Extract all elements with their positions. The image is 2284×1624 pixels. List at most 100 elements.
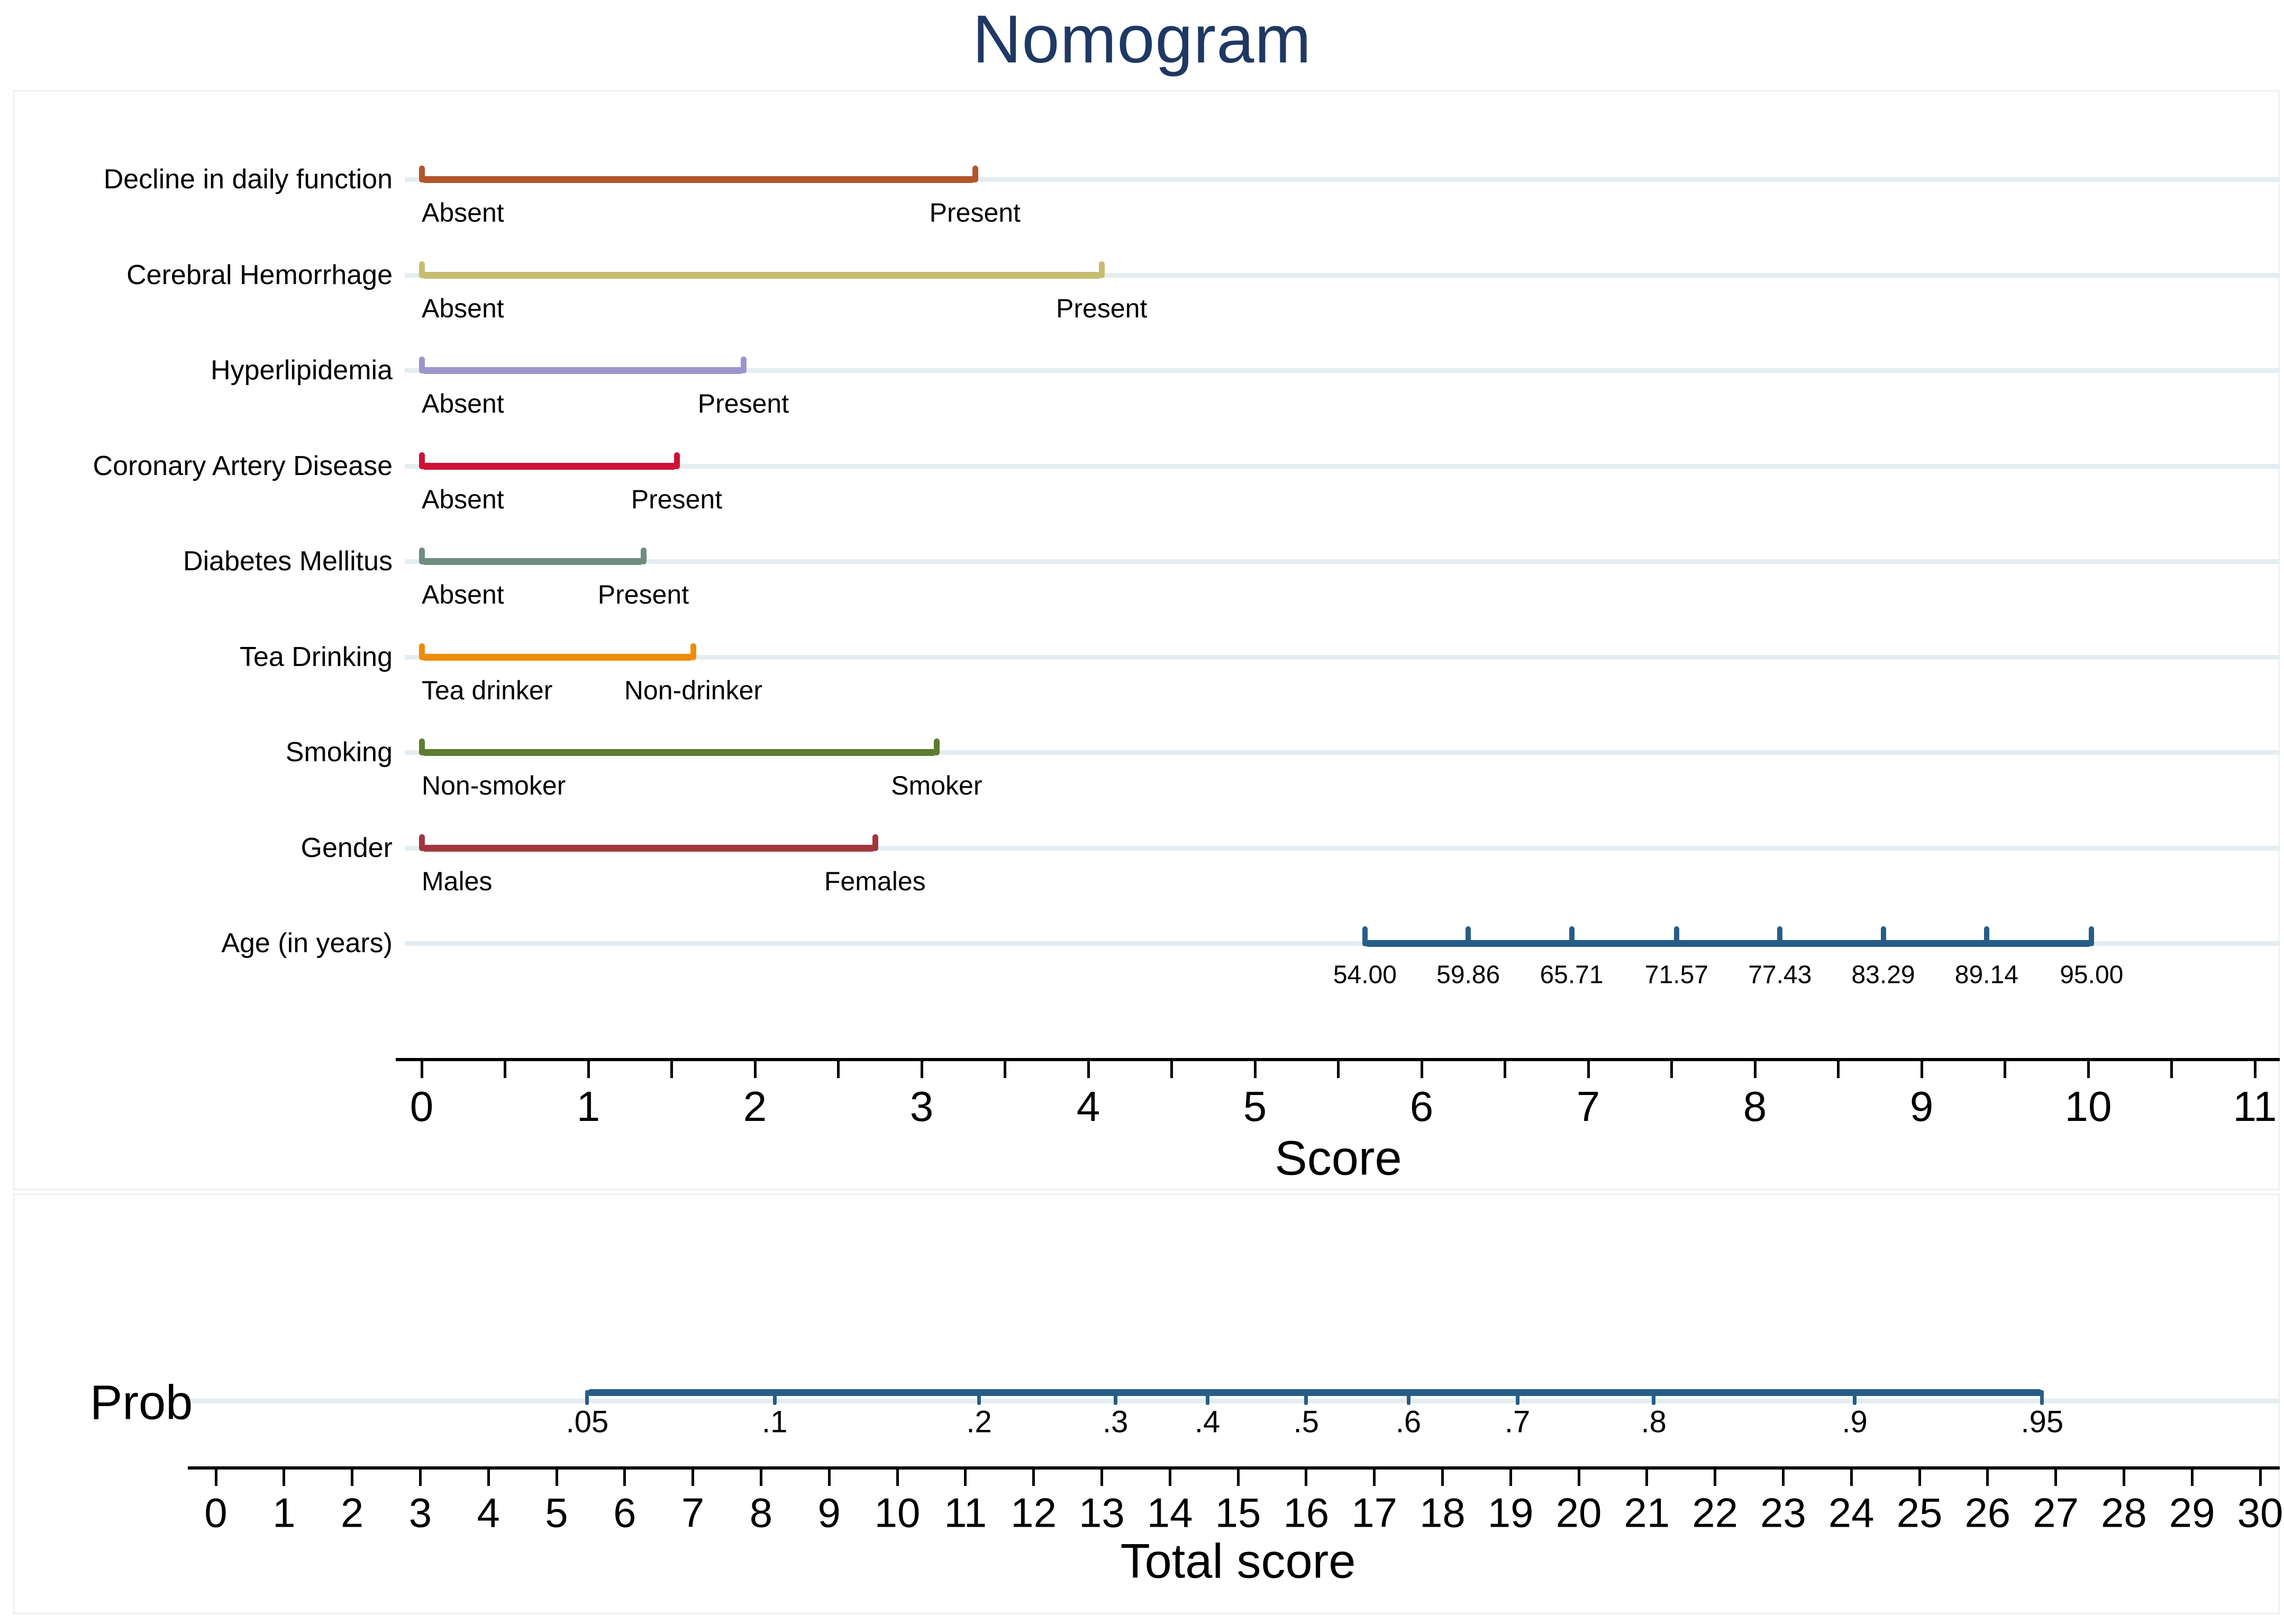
row-guide-line xyxy=(405,368,2280,373)
age-tick xyxy=(1362,926,1368,946)
total-axis-tick-label: 29 xyxy=(2169,1489,2215,1536)
total-axis-tick-label: 6 xyxy=(613,1489,636,1536)
score-axis-tick xyxy=(1670,1061,1673,1078)
total-axis-tick xyxy=(1509,1470,1512,1486)
total-axis-line xyxy=(188,1466,2280,1470)
total-axis-tick-label: 15 xyxy=(1215,1489,1261,1536)
row-range-line xyxy=(422,749,937,756)
total-axis-tick xyxy=(351,1470,354,1486)
total-axis-tick xyxy=(555,1470,558,1486)
row-range-start-tick xyxy=(419,452,425,469)
row-level-label-end: Present xyxy=(1056,293,1148,323)
score-axis-title: Score xyxy=(1275,1131,1402,1185)
total-axis-tick-label: 12 xyxy=(1011,1489,1057,1536)
score-axis-tick xyxy=(504,1061,506,1078)
score-axis-tick xyxy=(1920,1061,1923,1078)
total-axis-tick xyxy=(283,1470,286,1486)
row-level-label-start: Absent xyxy=(422,580,504,609)
total-axis-tick-label: 30 xyxy=(2237,1489,2283,1536)
total-axis-tick xyxy=(1168,1470,1171,1486)
row-level-label-end: Present xyxy=(597,580,689,609)
score-axis-tick xyxy=(1004,1061,1006,1078)
row-level-label-end: Present xyxy=(929,198,1021,227)
row-range-line xyxy=(422,844,875,852)
total-axis-tick xyxy=(827,1470,831,1486)
row-guide-line xyxy=(405,845,2280,851)
row-level-label-end: Smoker xyxy=(891,771,982,800)
total-score-panel xyxy=(13,1193,2280,1614)
age-tick-label: 77.43 xyxy=(1748,961,1812,989)
prob-tick xyxy=(1304,1390,1308,1405)
total-axis-tick-label: 19 xyxy=(1487,1489,1534,1536)
row-guide-line xyxy=(405,463,2280,469)
age-tick-label: 83.29 xyxy=(1851,961,1915,989)
row-range-end-tick xyxy=(674,452,680,469)
row-range-line xyxy=(422,176,975,183)
total-axis-tick xyxy=(896,1470,899,1486)
row-range-line xyxy=(422,653,694,661)
total-axis-tick-label: 18 xyxy=(1419,1489,1466,1536)
score-axis-tick-label: 0 xyxy=(410,1083,434,1130)
score-axis-tick xyxy=(670,1061,673,1078)
total-axis-tick xyxy=(2259,1470,2262,1486)
row-level-label-start: Absent xyxy=(422,293,504,323)
score-axis-tick xyxy=(2087,1061,2090,1078)
age-tick xyxy=(1880,926,1886,946)
row-range-end-tick xyxy=(740,357,747,373)
total-axis-tick-label: 16 xyxy=(1283,1489,1330,1536)
row-range-start-tick xyxy=(419,548,425,564)
total-axis-tick xyxy=(2190,1470,2194,1486)
score-axis-tick xyxy=(587,1061,590,1078)
age-tick-label: 65.71 xyxy=(1540,961,1604,989)
row-guide-line xyxy=(405,272,2280,278)
score-axis-tick xyxy=(1087,1061,1090,1078)
total-axis-tick-label: 17 xyxy=(1351,1489,1397,1536)
row-label: Decline in daily function xyxy=(103,164,393,195)
row-level-label-end: Present xyxy=(697,389,789,418)
prob-tick xyxy=(1515,1390,1519,1405)
row-guide-line xyxy=(405,559,2280,564)
prob-tick xyxy=(1113,1390,1117,1405)
prob-tick xyxy=(1406,1390,1411,1405)
prob-tick-label: .3 xyxy=(1102,1404,1129,1439)
row-range-end-tick xyxy=(972,166,978,183)
age-tick-label: 89.14 xyxy=(1954,961,2018,989)
score-panel xyxy=(13,90,2280,1190)
total-axis-tick xyxy=(1781,1470,1785,1486)
score-axis-tick xyxy=(1837,1061,1840,1078)
row-label: Gender xyxy=(301,832,393,863)
row-range-start-tick xyxy=(419,166,425,183)
total-axis-tick-label: 9 xyxy=(817,1489,841,1536)
total-axis-tick xyxy=(1645,1470,1649,1486)
row-guide-line xyxy=(405,177,2280,182)
score-axis-tick-label: 2 xyxy=(743,1083,767,1130)
prob-tick-label: .05 xyxy=(566,1404,609,1439)
age-tick xyxy=(1466,926,1471,946)
total-axis-tick xyxy=(1986,1470,1989,1486)
score-axis-tick xyxy=(1753,1061,1757,1078)
score-axis-tick xyxy=(1587,1061,1590,1078)
row-range-end-tick xyxy=(872,834,878,851)
total-axis-tick xyxy=(1032,1470,1035,1486)
row-range-end-tick xyxy=(690,643,697,660)
prob-tick-label: .2 xyxy=(966,1404,992,1439)
total-axis-tick xyxy=(1373,1470,1376,1486)
total-axis-tick-label: 7 xyxy=(681,1489,705,1536)
total-axis-tick xyxy=(623,1470,626,1486)
total-axis-tick xyxy=(487,1470,490,1486)
age-tick-label: 71.57 xyxy=(1644,961,1708,989)
prob-tick-label: .4 xyxy=(1194,1404,1221,1439)
prob-tick xyxy=(772,1390,777,1405)
figure-title: Nomogram xyxy=(972,1,1312,77)
row-range-line xyxy=(422,462,677,470)
prob-tick-label: .7 xyxy=(1504,1404,1531,1439)
prob-tick-label: .9 xyxy=(1842,1404,1868,1439)
total-axis-tick xyxy=(1850,1470,1853,1486)
total-axis-tick-label: 22 xyxy=(1692,1489,1738,1536)
prob-tick-label: .6 xyxy=(1395,1404,1422,1439)
total-axis-tick xyxy=(1305,1470,1308,1486)
score-axis-tick xyxy=(1504,1061,1506,1078)
total-axis-tick xyxy=(1577,1470,1580,1486)
total-axis-tick-label: 2 xyxy=(340,1489,364,1536)
age-tick xyxy=(1569,926,1575,946)
